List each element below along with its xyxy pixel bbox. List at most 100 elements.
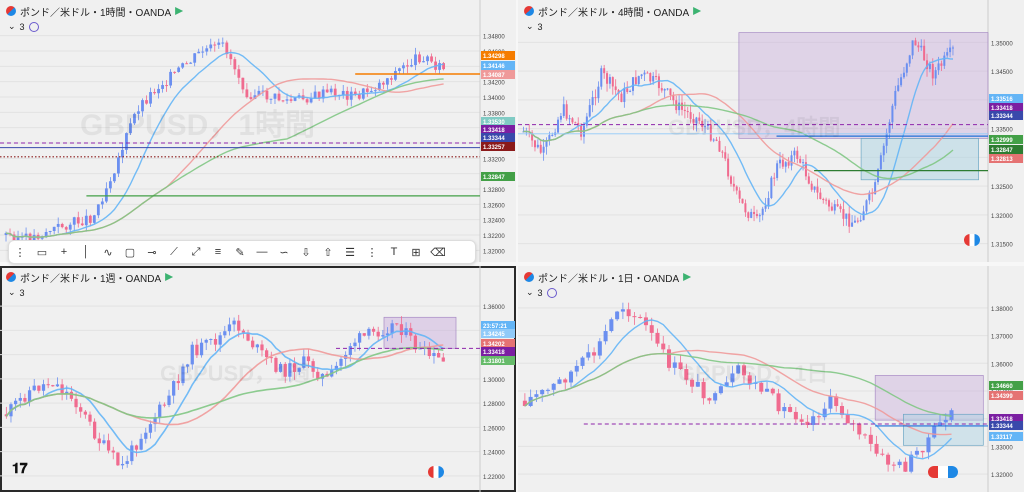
candle-body (371, 328, 376, 332)
candle-body (920, 45, 923, 48)
candle-body (125, 461, 129, 464)
candle-body (414, 54, 417, 66)
candle-body (891, 464, 896, 466)
y-tick-label: 1.32000 (483, 249, 505, 255)
price-label: 1.34087 (483, 73, 505, 79)
candle-body (46, 384, 50, 386)
candle-body (44, 231, 48, 237)
comment-icon[interactable]: ▭ (36, 246, 48, 259)
pane-header[interactable]: ポンド／米ドル・1日・OANDA (524, 270, 692, 285)
candle-body (614, 86, 617, 91)
extended-line-icon[interactable]: ⤢ (191, 245, 201, 258)
text-icon[interactable]: T (390, 246, 398, 258)
trend-line-icon[interactable]: ⟋ (170, 245, 178, 258)
arrow-up-icon[interactable]: ⇧ (323, 246, 333, 259)
path-icon[interactable]: ∽ (279, 246, 289, 259)
candle-body (145, 100, 148, 104)
candle-body (574, 122, 577, 124)
moving-average-short (524, 319, 952, 460)
candle-body (863, 434, 868, 436)
candle-body (28, 233, 32, 243)
candle-body (611, 77, 614, 87)
indicator-count: 3 (537, 287, 543, 298)
candle-body (778, 159, 782, 164)
candle-body (868, 434, 873, 444)
polyline-icon[interactable]: ∿ (103, 246, 113, 259)
chart-pane-1h[interactable]: ポンド／米ドル・1時間・OANDA ⌄ 3 GBPUSD，1時間 1.34800 1… (0, 0, 516, 262)
candle-body (422, 61, 425, 63)
candle-body (758, 215, 761, 217)
grid-icon[interactable]: ⊞ (411, 246, 421, 259)
horizontal-line-icon[interactable]: — (256, 246, 268, 258)
arrow-down-icon[interactable]: ⇩ (301, 246, 311, 259)
candle-body (825, 199, 828, 201)
candle-body (381, 335, 385, 337)
candle-body (197, 51, 201, 54)
candle-body (281, 100, 285, 102)
eraser-icon[interactable]: ⌫ (430, 246, 446, 259)
candle-body (690, 379, 695, 387)
indicator-toggle[interactable]: ⌄ 3 (8, 287, 25, 298)
candle-body (204, 339, 208, 343)
chart-pane-1w[interactable]: ポンド／米ドル・1週・OANDA ⌄ 3 GBPUSD，1週 1.36000 1.3… (0, 266, 516, 492)
chart-canvas[interactable]: 1.380001.370001.360001.350001.340001.330… (518, 266, 1024, 492)
candle-body (265, 350, 269, 358)
indicator-toggle[interactable]: ⌄ 3 (8, 21, 39, 32)
chart-canvas[interactable]: 1.360001.340001.320001.300001.280001.260… (0, 266, 516, 492)
candle-body (559, 115, 562, 120)
candle-body (845, 414, 850, 424)
candle-body (162, 404, 166, 406)
chart-pane-4h[interactable]: ポンド／米ドル・4時間・OANDA ⌄ 3 GBPUSD，4時間 1.35000 1… (518, 0, 1024, 262)
candle-body (819, 192, 822, 200)
price-label-bg (989, 391, 1023, 400)
indicator-toggle[interactable]: ⌄ 3 (526, 287, 557, 298)
candle-body (148, 424, 153, 433)
fib-icon[interactable]: ☰ (345, 246, 355, 259)
chevron-down-icon: ⌄ (526, 287, 534, 297)
candle-body (937, 422, 943, 426)
rectangle-icon[interactable]: ▢ (124, 246, 136, 259)
indicator-count: 3 (537, 21, 543, 32)
candle-body (937, 63, 940, 71)
candle-body (102, 440, 106, 444)
candle-body (701, 381, 706, 399)
candle-body (709, 124, 712, 141)
chart-pane-1d[interactable]: ポンド／米ドル・1日・OANDA ⌄ 3 GBPUSD，1日 1.38000 1.3… (518, 266, 1024, 492)
candle-body (946, 52, 949, 56)
chart-canvas[interactable]: 1.350001.345001.340001.335001.330001.325… (518, 0, 1024, 262)
candle-body (629, 90, 632, 92)
pane-header[interactable]: ポンド／米ドル・1時間・OANDA (6, 4, 184, 19)
horizontal-ray-icon[interactable]: ⊸ (147, 246, 157, 259)
candle-body (173, 71, 177, 73)
candle-body (190, 344, 194, 365)
candle-body (157, 88, 160, 94)
pane-header[interactable]: ポンド／米ドル・4時間・OANDA (524, 4, 702, 19)
price-label: 1.32813 (991, 157, 1013, 163)
candle-body (176, 381, 180, 384)
watermark: GBPUSD，1週 (160, 361, 311, 386)
vertical-line-icon[interactable]: │ (82, 246, 90, 258)
candle-body (441, 357, 445, 362)
fib-extension-icon[interactable]: ⋮ (366, 246, 378, 259)
candle-body (851, 222, 854, 227)
candle-body (418, 54, 421, 63)
candle-body (427, 347, 431, 357)
candle-body (839, 206, 842, 210)
candle-body (655, 76, 658, 78)
watermark: GBPUSD，1時間 (80, 109, 316, 142)
parallel-channel-icon[interactable]: ≡ (214, 246, 222, 258)
brush-icon[interactable]: ✎ (235, 246, 245, 259)
candle-body (69, 391, 74, 399)
candle-body (4, 233, 8, 235)
candle-body (949, 47, 952, 53)
candle-body (137, 111, 140, 114)
candle-body (426, 56, 429, 62)
chart-canvas[interactable]: 1.348001.346001.344001.342001.340001.338… (0, 0, 516, 262)
indicator-toggle[interactable]: ⌄ 3 (526, 21, 543, 32)
candle-body (721, 151, 724, 153)
candle-body (669, 88, 672, 95)
crosshair-icon[interactable]: + (60, 246, 68, 258)
drag-handle[interactable]: ⋮ (14, 246, 26, 259)
candle-body (217, 42, 221, 45)
pane-header[interactable]: ポンド／米ドル・1週・OANDA (6, 270, 174, 285)
